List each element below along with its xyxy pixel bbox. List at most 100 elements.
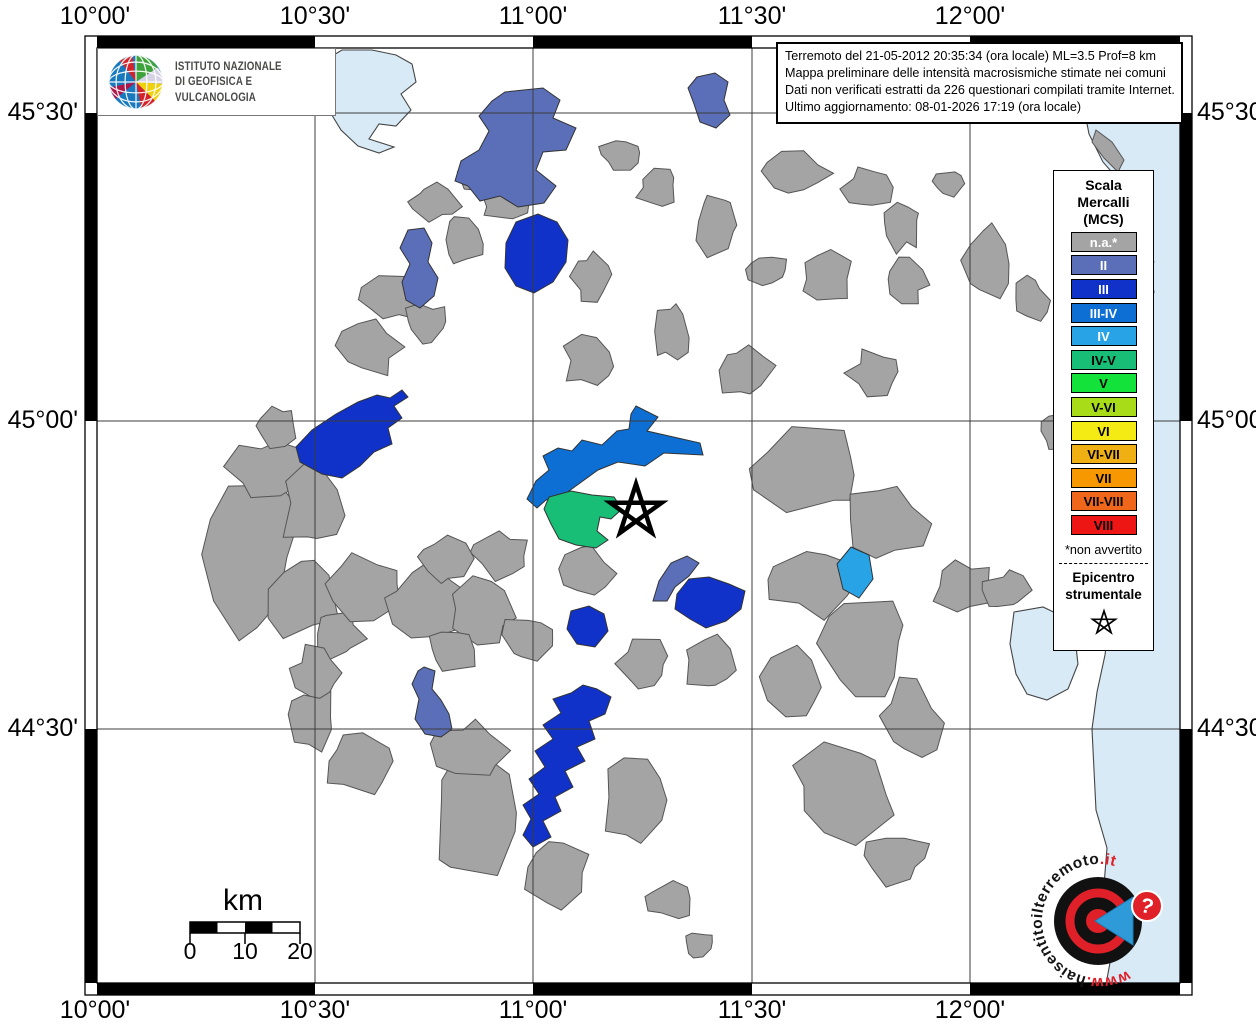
municipality-polygon-III bbox=[674, 576, 746, 629]
municipality-polygon-na bbox=[863, 837, 931, 888]
scalebar-tick-0: 0 bbox=[183, 938, 197, 964]
municipality-polygon-na bbox=[887, 256, 931, 305]
legend-chip-VI: VI bbox=[1070, 420, 1137, 441]
municipality-polygon-na bbox=[501, 618, 554, 662]
municipality-polygon-na bbox=[883, 201, 919, 255]
municipality-polygon-na bbox=[451, 575, 517, 646]
legend-chip-VII-VIII: VII-VIII bbox=[1070, 491, 1137, 512]
municipality-polygon-III bbox=[522, 684, 612, 848]
legend-chip-V: V bbox=[1070, 373, 1137, 394]
municipality-polygon-na bbox=[524, 841, 590, 911]
municipality-polygon-na bbox=[562, 333, 615, 386]
municipality-polygon-na bbox=[644, 880, 691, 920]
frame-inner-line bbox=[96, 47, 1181, 984]
scale-bar bbox=[189, 921, 301, 944]
municipality-polygon-na bbox=[324, 552, 401, 623]
lat-label-right-0: 45°30' bbox=[1197, 97, 1256, 126]
municipality-polygon-na bbox=[685, 932, 713, 959]
frame-band-segment bbox=[97, 36, 315, 48]
ingv-globe-icon bbox=[108, 54, 164, 110]
legend-epicenter-line1: Epicentro bbox=[1072, 569, 1135, 585]
municipality-polygon-na bbox=[686, 633, 737, 687]
ingv-name-line2: DI GEOFISICA E VULCANOLOGIA bbox=[175, 75, 257, 104]
municipality-polygon-III bbox=[566, 605, 609, 648]
municipality-polygon-II bbox=[411, 666, 453, 738]
municipality-polygon-na bbox=[558, 545, 618, 596]
municipality-polygon-na bbox=[598, 140, 641, 171]
map-content bbox=[97, 48, 1180, 983]
scalebar-unit-label: km bbox=[223, 884, 263, 917]
lon-label-bottom-2: 11°00' bbox=[498, 996, 568, 1024]
municipality-polygon-na bbox=[849, 485, 933, 559]
frame-band-segment bbox=[970, 983, 1180, 995]
legend-chip-IV: IV bbox=[1070, 326, 1137, 347]
municipality-polygon-na bbox=[404, 303, 447, 345]
municipality-polygon-na bbox=[758, 644, 822, 718]
municipality-polygon-na bbox=[748, 426, 855, 514]
info-line-event: Terremoto del 21-05-2012 20:35:34 (ora l… bbox=[785, 49, 1157, 63]
legend-epicenter-line2: strumentale bbox=[1065, 587, 1142, 603]
municipality-polygon-na bbox=[255, 405, 297, 450]
scalebar-segment bbox=[245, 922, 273, 933]
municipality-polygon-II bbox=[687, 72, 731, 129]
municipality-polygon-IV bbox=[836, 546, 874, 599]
lon-label-top-2: 11°00' bbox=[498, 2, 568, 30]
lat-label-right-2: 44°30' bbox=[1197, 713, 1256, 742]
frame-band-segment bbox=[1180, 729, 1192, 983]
frame-band-segment bbox=[97, 983, 315, 995]
lon-label-bottom-1: 10°30' bbox=[279, 996, 351, 1024]
legend-chip-VII: VII bbox=[1070, 467, 1137, 488]
municipality-polygon-na bbox=[614, 638, 669, 690]
info-line-data: Dati non verificati estratti da 226 ques… bbox=[785, 83, 1175, 98]
municipality-polygon-na bbox=[878, 676, 945, 758]
legend-chip-VI-VII: VI-VII bbox=[1070, 444, 1137, 465]
frame-band-segment bbox=[85, 729, 97, 983]
scalebar-segment bbox=[190, 922, 218, 933]
lon-label-top-1: 10°30' bbox=[279, 2, 351, 30]
lon-label-top-4: 12°00' bbox=[934, 2, 1006, 30]
municipality-polygon-na bbox=[802, 248, 852, 301]
lat-label-left-1: 45°00' bbox=[7, 405, 78, 434]
municipality-polygon-II bbox=[399, 227, 439, 309]
scalebar-tick-10: 10 bbox=[232, 938, 258, 964]
frame-outer-line bbox=[84, 35, 1193, 996]
lon-label-top-3: 11°30' bbox=[717, 2, 787, 30]
earthquake-info-box: Terremoto del 21-05-2012 20:35:34 (ora l… bbox=[776, 42, 1183, 124]
municipality-polygon-na bbox=[407, 181, 464, 223]
legend-chip-V-VI: V-VI bbox=[1070, 396, 1137, 417]
lat-label-left-2: 44°30' bbox=[7, 713, 78, 742]
epicenter-legend-star-icon bbox=[1089, 608, 1118, 636]
municipality-polygon-na bbox=[760, 150, 835, 194]
lon-label-top-0: 10°00' bbox=[59, 2, 131, 30]
municipality-polygon-na bbox=[695, 194, 738, 259]
municipality-polygon-III bbox=[504, 213, 569, 294]
municipality-polygon-na bbox=[429, 718, 512, 776]
logo-question-disc bbox=[1131, 890, 1163, 922]
lon-label-bottom-3: 11°30' bbox=[717, 996, 787, 1024]
lon-label-bottom-0: 10°00' bbox=[59, 996, 131, 1024]
legend-title-line3: (MCS) bbox=[1083, 211, 1124, 228]
municipality-polygon-na bbox=[815, 600, 904, 698]
legend-chip-II: II bbox=[1070, 255, 1137, 276]
municipality-polygon-na bbox=[438, 744, 517, 877]
logo-megaphone-icon bbox=[1094, 896, 1134, 946]
map-frame bbox=[84, 35, 1193, 996]
frame-band-segment bbox=[1180, 113, 1192, 421]
municipality-polygon-na bbox=[334, 318, 406, 377]
municipality-polygon-II bbox=[652, 555, 700, 602]
municipality-polygon-na bbox=[287, 690, 333, 753]
lat-label-left-0: 45°30' bbox=[7, 97, 78, 126]
municipality-polygon-na bbox=[744, 256, 788, 287]
info-line-maptype: Mappa preliminare delle intensità macros… bbox=[785, 66, 1166, 81]
municipality-polygon-III bbox=[295, 389, 409, 479]
municipality-polygon-na bbox=[981, 569, 1033, 608]
municipality-polygon-na bbox=[604, 757, 668, 845]
municipality-polygon-na bbox=[428, 631, 476, 672]
ingv-logo-box: ISTITUTO NAZIONALE DI GEOFISICA E VULCAN… bbox=[97, 48, 336, 116]
municipality-polygon-na bbox=[842, 348, 899, 398]
legend-separator bbox=[1059, 562, 1148, 564]
lat-label-right-1: 45°00' bbox=[1197, 405, 1256, 434]
municipality-polygon-na bbox=[792, 741, 895, 847]
municipality-polygon-na bbox=[932, 559, 995, 613]
legend-title-line2: Mercalli bbox=[1077, 194, 1130, 211]
